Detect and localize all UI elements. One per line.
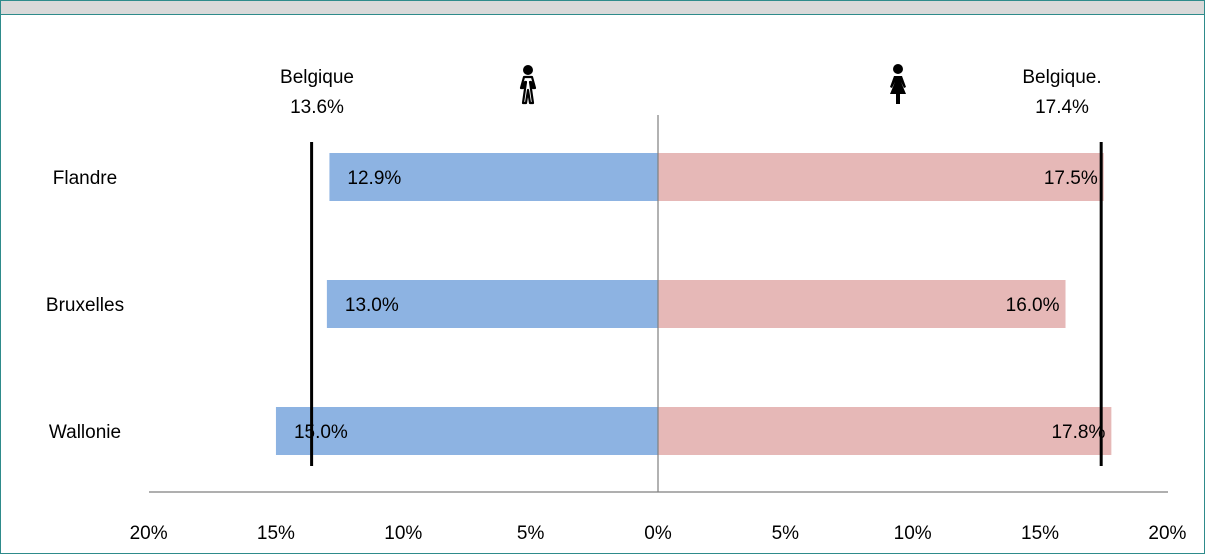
reference-value-label: 17.4% bbox=[1035, 97, 1089, 118]
x-tick-label: 20% bbox=[1148, 523, 1186, 544]
bar-left bbox=[329, 153, 658, 201]
data-label: 17.5% bbox=[1044, 168, 1098, 189]
x-tick-label: 15% bbox=[1021, 523, 1059, 544]
x-tick-label: 20% bbox=[130, 523, 168, 544]
x-tick-label: 10% bbox=[894, 523, 932, 544]
bar-left bbox=[326, 280, 658, 328]
x-tick-label: 5% bbox=[772, 523, 800, 544]
top-bar bbox=[1, 1, 1204, 15]
x-tick-label: 5% bbox=[517, 523, 545, 544]
reference-value-label: 13.6% bbox=[290, 97, 344, 118]
data-label: 12.9% bbox=[347, 168, 401, 189]
man-icon bbox=[519, 65, 537, 105]
woman-icon bbox=[890, 64, 906, 104]
reference-label: Belgique bbox=[280, 67, 354, 88]
bar-right bbox=[658, 153, 1104, 201]
x-tick-label: 0% bbox=[644, 523, 672, 544]
category-label: Wallonie bbox=[49, 422, 121, 443]
category-label: Flandre bbox=[53, 168, 117, 189]
reference-label: Belgique. bbox=[1022, 67, 1101, 88]
data-label: 15.0% bbox=[294, 422, 348, 443]
bar-right bbox=[658, 407, 1112, 455]
x-tick-label: 15% bbox=[257, 523, 295, 544]
bar-right bbox=[658, 280, 1066, 328]
x-tick-label: 10% bbox=[384, 523, 422, 544]
bar-left bbox=[275, 407, 658, 455]
category-label: Bruxelles bbox=[46, 295, 124, 316]
data-label: 17.8% bbox=[1051, 422, 1105, 443]
data-label: 16.0% bbox=[1006, 295, 1060, 316]
data-label: 13.0% bbox=[345, 295, 399, 316]
